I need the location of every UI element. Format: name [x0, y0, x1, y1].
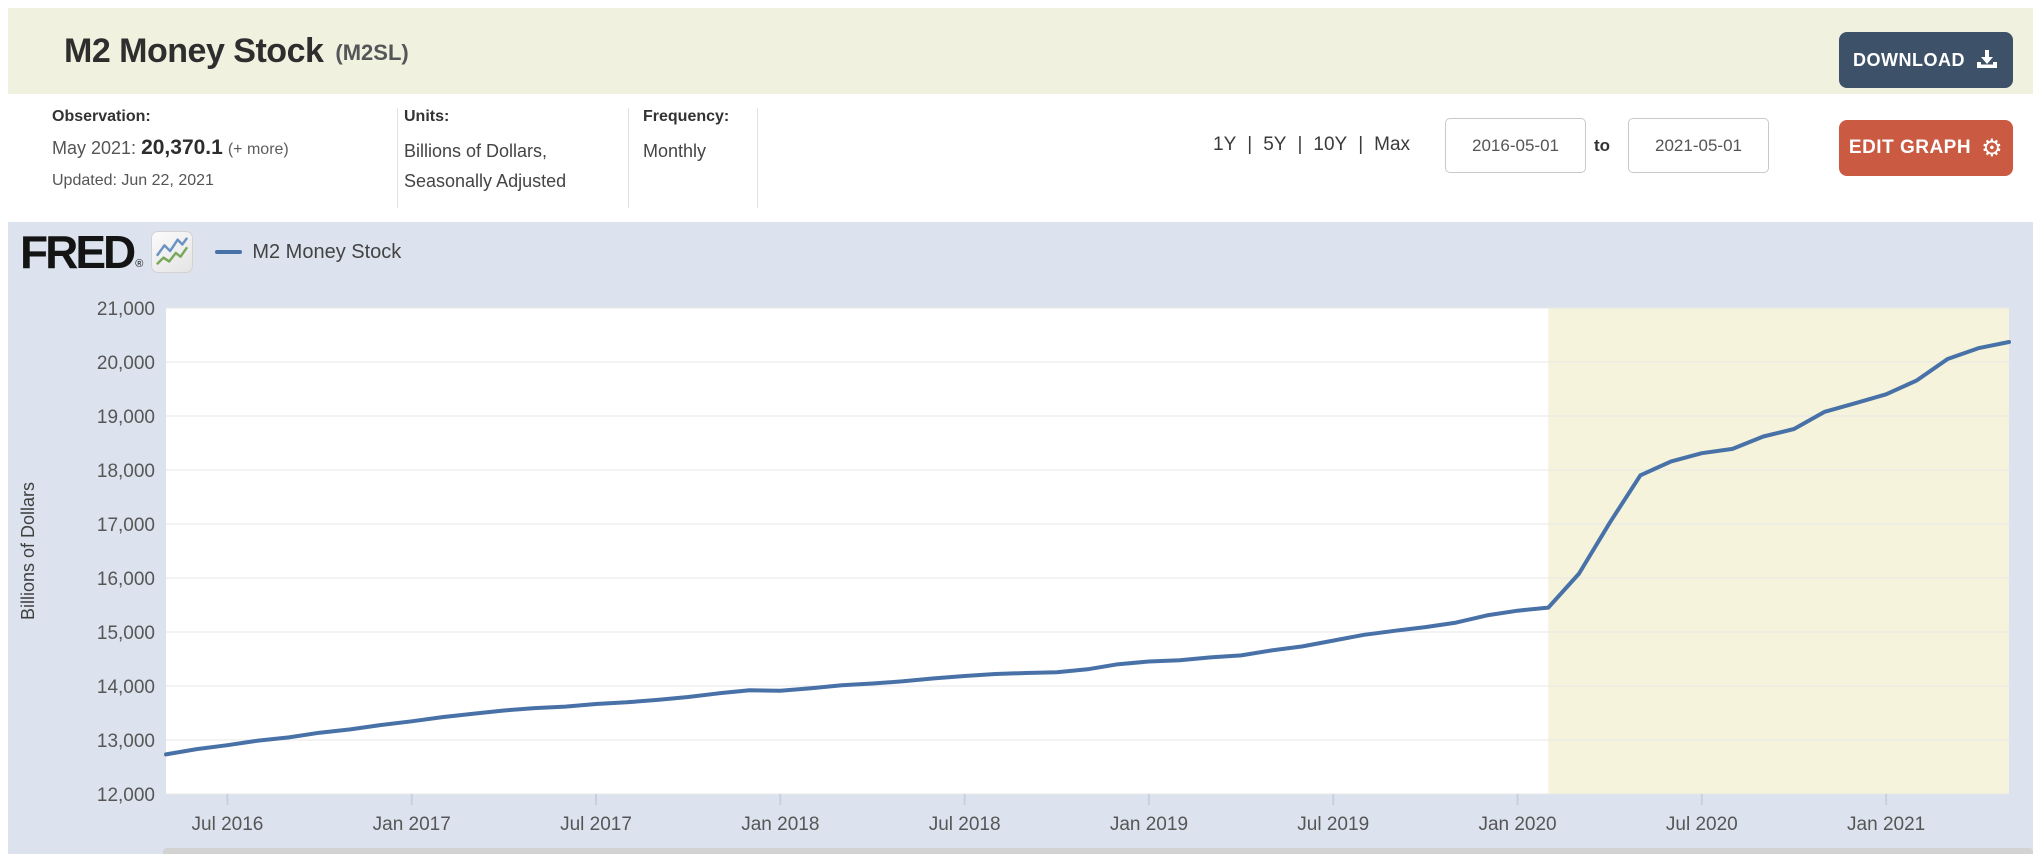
y-tick-label: 21,000: [97, 299, 155, 320]
range-max[interactable]: Max: [1374, 134, 1411, 155]
x-tick-label: Jan 2021: [1847, 814, 1925, 835]
y-tick-label: 13,000: [97, 731, 155, 752]
date-to-input[interactable]: [1628, 118, 1769, 173]
units-block: Units: Billions of Dollars, Seasonally A…: [404, 108, 566, 196]
chart-plot-area[interactable]: 12,000 13,000 14,000 15,000 16,000 17,000 18,0…: [8, 222, 2033, 854]
y-tick-label: 17,000: [97, 515, 155, 536]
meta-bar: Observation: May 2021: 20,370.1 (+ more)…: [8, 94, 2033, 222]
x-tick-label: Jan 2018: [741, 814, 819, 835]
legend-line-marker-icon: [215, 250, 243, 254]
range-preset-links: 1Y | 5Y | 10Y | Max: [1213, 134, 1410, 156]
x-tick-label: Jul 2017: [560, 814, 632, 835]
range-1y[interactable]: 1Y: [1213, 134, 1237, 155]
download-button-label: DOWNLOAD: [1853, 49, 1965, 70]
range-separator: |: [1247, 134, 1253, 155]
y-tick-label: 20,000: [97, 353, 155, 374]
x-tick-label: Jul 2018: [929, 814, 1001, 835]
observation-label: Observation:: [52, 108, 151, 125]
y-tick-label: 15,000: [97, 623, 155, 644]
brand-row: FRED ® M2 Money Stock: [20, 226, 401, 278]
series-line-m2-money-stock[interactable]: [164, 340, 2011, 757]
edit-graph-button-label: EDIT GRAPH: [1848, 137, 1972, 158]
date-to-label: to: [1594, 136, 1611, 155]
frequency-block: Frequency: Monthly: [643, 108, 729, 166]
gear-icon: ⚙: [1981, 134, 2004, 162]
units-line2: Seasonally Adjusted: [404, 171, 567, 191]
date-from-input[interactable]: [1445, 118, 1586, 173]
series-id: (M2SL): [335, 40, 409, 65]
download-icon: [1975, 49, 1999, 71]
x-tick-label: Jan 2019: [1110, 814, 1188, 835]
graph-container: 12,000 13,000 14,000 15,000 16,000 17,000 18,0…: [8, 222, 2033, 854]
page-title: M2 Money Stock (M2SL): [64, 8, 409, 94]
recession-band: [1548, 308, 2009, 794]
series-header: M2 Money Stock (M2SL) DOWNLOAD: [8, 8, 2033, 94]
range-5y[interactable]: 5Y: [1263, 134, 1287, 155]
fred-logo[interactable]: FRED: [20, 226, 136, 278]
observation-value: 20,370.1: [141, 136, 223, 159]
range-separator: |: [1358, 134, 1364, 155]
range-separator: |: [1297, 134, 1303, 155]
x-tick-label: Jan 2020: [1478, 814, 1556, 835]
y-tick-label: 16,000: [97, 569, 155, 590]
y-axis-title: Billions of Dollars: [18, 482, 38, 620]
registered-mark: ®: [135, 258, 144, 270]
x-tick-label: Jul 2020: [1666, 814, 1738, 835]
units-line1: Billions of Dollars,: [404, 141, 548, 161]
edit-graph-button[interactable]: EDIT GRAPH ⚙: [1839, 120, 2013, 176]
range-10y[interactable]: 10Y: [1313, 134, 1348, 155]
legend-item[interactable]: M2 Money Stock: [215, 241, 401, 264]
x-tick-label: Jul 2019: [1297, 814, 1369, 835]
series-title: M2 Money Stock: [64, 31, 324, 70]
download-button[interactable]: DOWNLOAD: [1839, 32, 2013, 88]
units-label: Units:: [404, 108, 450, 125]
x-tick-label: Jan 2017: [373, 814, 451, 835]
x-tick-label: Jul 2016: [192, 814, 264, 835]
y-tick-label: 19,000: [97, 407, 155, 428]
divider: [757, 108, 758, 208]
frequency-label: Frequency:: [643, 108, 730, 125]
frequency-value: Monthly: [643, 141, 707, 161]
updated-text: Updated: Jun 22, 2021: [52, 172, 214, 189]
range-slider-track[interactable]: [163, 848, 2033, 854]
y-tick-label: 14,000: [97, 677, 155, 698]
observation-date: May 2021:: [52, 138, 137, 158]
divider: [628, 108, 629, 208]
observation-block: Observation: May 2021: 20,370.1 (+ more)…: [52, 108, 289, 190]
y-tick-label: 12,000: [97, 785, 155, 806]
legend-series-label: M2 Money Stock: [252, 240, 402, 263]
fred-chart-icon: [151, 231, 194, 273]
divider: [397, 108, 398, 208]
observation-more-link[interactable]: (+ more): [227, 141, 289, 158]
y-tick-label: 18,000: [97, 461, 155, 482]
